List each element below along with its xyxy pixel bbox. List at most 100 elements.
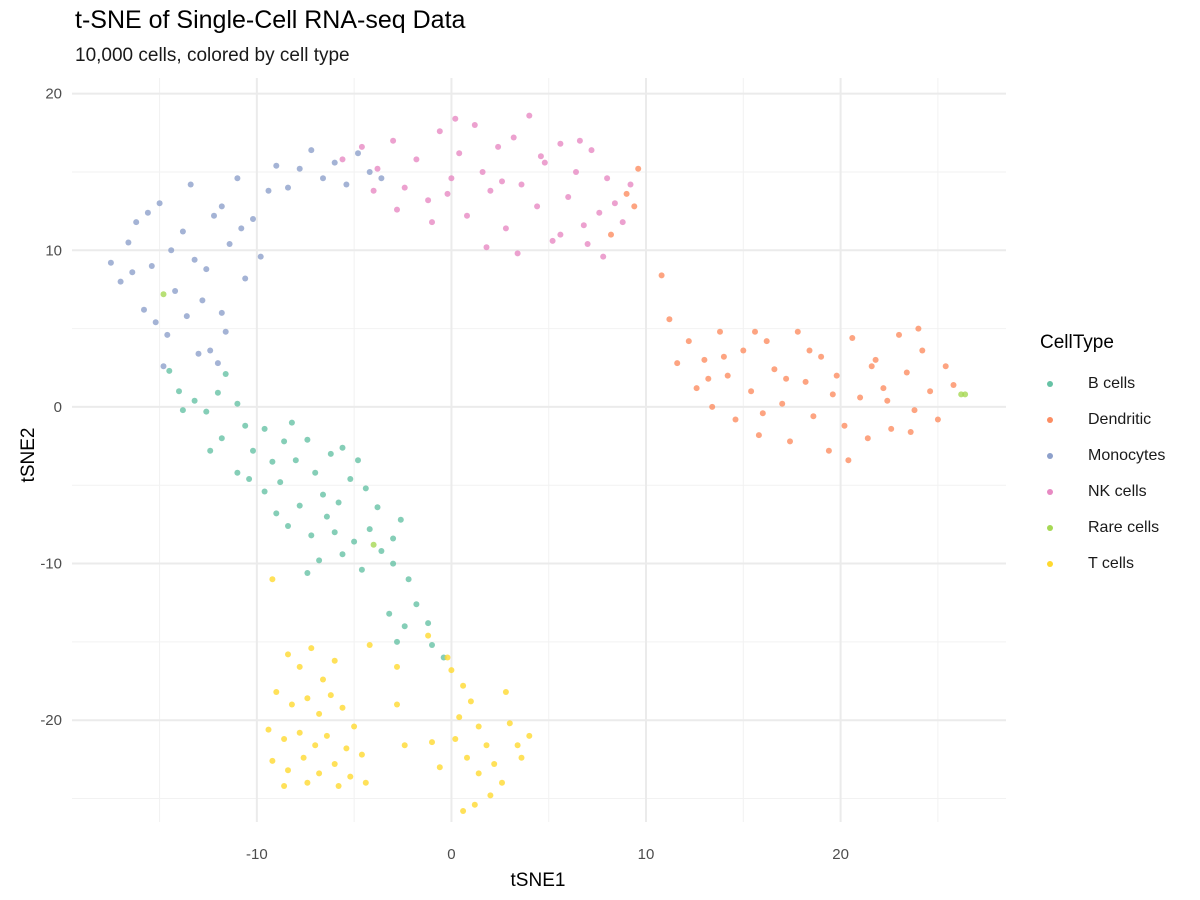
point-b-cells — [323, 513, 330, 520]
point-t-cells — [475, 723, 482, 730]
legend-key — [1040, 561, 1060, 567]
point-b-cells — [191, 397, 198, 404]
point-nk-cells — [526, 112, 533, 119]
point-monocytes — [152, 319, 159, 326]
legend-dot-icon — [1047, 417, 1053, 423]
point-dendritic — [907, 429, 914, 435]
legend-key — [1040, 525, 1060, 531]
point-dendritic — [685, 338, 692, 345]
point-nk-cells — [537, 153, 544, 160]
point-nk-cells — [471, 122, 478, 128]
point-nk-cells — [534, 203, 541, 210]
point-dendritic — [841, 422, 848, 429]
point-nk-cells — [448, 175, 455, 182]
point-monocytes — [218, 309, 225, 316]
point-dendritic — [720, 353, 727, 360]
point-b-cells — [179, 407, 186, 414]
point-t-cells — [499, 779, 505, 786]
point-nk-cells — [510, 134, 517, 141]
point-t-cells — [464, 754, 470, 761]
point-dendritic — [825, 447, 832, 454]
point-t-cells — [316, 710, 323, 717]
point-dendritic — [705, 375, 712, 382]
point-dendritic — [666, 316, 673, 323]
point-t-cells — [526, 732, 533, 739]
point-b-cells — [242, 422, 249, 429]
point-t-cells — [300, 754, 307, 761]
legend-label: Monocytes — [1088, 447, 1166, 464]
point-monocytes — [320, 175, 326, 182]
point-b-cells — [218, 435, 225, 442]
point-monocytes — [107, 259, 114, 266]
point-t-cells — [304, 779, 311, 786]
point-nk-cells — [502, 225, 509, 232]
point-b-cells — [222, 371, 229, 377]
point-t-cells — [518, 754, 525, 761]
point-nk-cells — [573, 169, 579, 175]
point-b-cells — [374, 504, 381, 511]
point-t-cells — [436, 764, 443, 771]
point-b-cells — [277, 479, 284, 486]
legend-dot-icon — [1047, 525, 1053, 531]
point-nk-cells — [495, 143, 502, 150]
point-b-cells — [316, 557, 323, 564]
point-b-cells — [234, 400, 241, 407]
legend-dot-icon — [1047, 489, 1053, 495]
point-b-cells — [355, 457, 361, 464]
point-t-cells — [281, 783, 288, 789]
point-monocytes — [238, 225, 245, 232]
point-monocytes — [148, 263, 155, 269]
chart-subtitle: 10,000 cells, colored by cell type — [75, 45, 350, 66]
point-monocytes — [164, 331, 171, 338]
point-nk-cells — [541, 159, 548, 166]
point-dendritic — [752, 328, 758, 335]
point-dendritic — [701, 356, 708, 363]
point-monocytes — [226, 241, 233, 247]
point-dendritic — [717, 328, 723, 335]
point-dendritic — [794, 328, 801, 335]
point-b-cells — [358, 566, 365, 573]
point-dendritic — [927, 388, 934, 395]
point-monocytes — [125, 239, 132, 246]
legend-items: B cells Dendritic Monocytes NK cells Rare ce… — [1040, 366, 1165, 582]
point-dendritic — [942, 363, 949, 370]
point-b-cells — [281, 438, 288, 445]
point-t-cells — [514, 742, 521, 749]
point-monocytes — [308, 147, 315, 154]
point-dendritic — [802, 378, 809, 385]
point-dendritic — [911, 407, 918, 414]
point-dendritic — [631, 203, 638, 210]
point-nk-cells — [557, 140, 564, 147]
point-nk-cells — [604, 175, 611, 182]
point-b-cells — [304, 436, 311, 443]
point-t-cells — [288, 701, 295, 708]
point-b-cells — [250, 447, 256, 454]
point-b-cells — [176, 388, 182, 395]
point-b-cells — [285, 523, 291, 529]
point-dendritic — [759, 410, 766, 417]
point-b-cells — [288, 419, 295, 426]
point-t-cells — [331, 761, 338, 767]
legend-item-t-cells: T cells — [1040, 546, 1165, 582]
point-monocytes — [129, 269, 136, 276]
point-monocytes — [117, 278, 124, 285]
point-monocytes — [133, 219, 140, 226]
legend-label: T cells — [1088, 555, 1134, 572]
y-axis-title: tSNE2 — [18, 428, 39, 483]
point-dendritic — [709, 403, 716, 410]
point-t-cells — [320, 676, 326, 683]
point-monocytes — [195, 350, 202, 357]
point-t-cells — [460, 808, 467, 814]
point-nk-cells — [514, 250, 521, 257]
y-tick-label: -10 — [40, 556, 62, 573]
point-dendritic — [845, 457, 852, 464]
point-t-cells — [506, 720, 513, 727]
point-nk-cells — [390, 137, 397, 144]
point-monocytes — [366, 169, 373, 175]
point-dendritic — [658, 272, 665, 279]
point-dendritic — [864, 435, 871, 442]
point-nk-cells — [358, 143, 365, 150]
point-monocytes — [199, 297, 206, 304]
point-nk-cells — [557, 231, 564, 238]
legend-dot-icon — [1047, 453, 1053, 459]
